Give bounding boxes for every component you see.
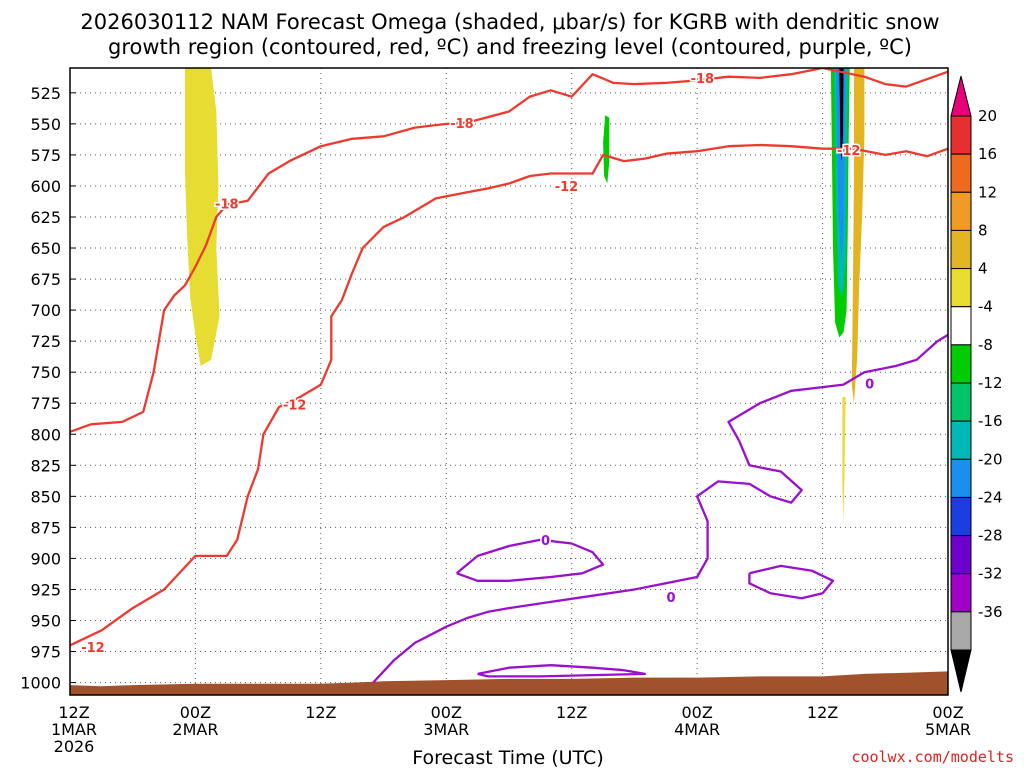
freezing-level-pocket-upper: [455, 538, 605, 582]
freezing-level-main-label-1: 0: [865, 378, 874, 393]
x-tick-label-72-line-0: 12Z: [807, 703, 838, 722]
freezing-level-pocket-lower: [477, 664, 647, 678]
y-tick-label-725: 725: [30, 332, 61, 351]
chart-title-line-1: 2026030112 NAM Forecast Omega (shaded, μ…: [80, 10, 939, 34]
y-tick-label-650: 650: [30, 239, 61, 258]
x-tick-label-0-line-1: 1MAR: [51, 720, 97, 739]
x-tick-label-0-line-0: 12Z: [58, 703, 89, 722]
colorbar-box-1: [950, 153, 972, 193]
dgz-minus12-lower-label-1: -12: [283, 399, 307, 414]
y-tick-label-950: 950: [30, 612, 61, 631]
colorbar-box-7: [950, 382, 972, 422]
colorbar-label-0: 20: [978, 107, 997, 125]
y-tick-label-850: 850: [30, 487, 61, 506]
colorbar-label-12: -32: [978, 565, 1003, 583]
y-tick-label-800: 800: [30, 425, 61, 444]
x-tick-label-84-line-0: 00Z: [932, 703, 963, 722]
y-tick-label-825: 825: [30, 456, 61, 475]
x-tick-label-36-line-0: 00Z: [431, 703, 462, 722]
colorbar-box-10: [950, 496, 972, 537]
y-tick-label-750: 750: [30, 363, 61, 382]
colorbar-box-5: [950, 306, 972, 346]
omega-strong-column-blue: [836, 68, 846, 261]
colorbar-box-11: [950, 535, 972, 575]
x-tick-label-60-line-1: 4MAR: [674, 720, 720, 739]
y-tick-label-625: 625: [30, 208, 61, 227]
y-tick-label-1000: 1000: [20, 674, 61, 693]
freezing-level-pocket-upper-label-0: 0: [541, 534, 550, 549]
omega-downward-green-streak: [603, 115, 610, 184]
dgz-minus12-lower-label-3: -12: [837, 144, 861, 159]
y-tick-label-875: 875: [30, 518, 61, 537]
colorbar-label-10: -24: [978, 488, 1003, 506]
credit-text: coolwx.com/modelts: [851, 748, 1014, 766]
y-tick-label-675: 675: [30, 270, 61, 289]
colorbar-box-0: [950, 115, 972, 155]
plot-clip-group: -18 -18 -18 -12 -12 -12 -12 0 0 0: [70, 68, 948, 695]
freezing-level-pocket-right: [748, 564, 835, 600]
dgz-minus12-lower: [70, 143, 948, 647]
y-tick-label-600: 600: [30, 177, 61, 196]
dgz-minus18-upper-label-1: -18: [450, 117, 474, 132]
colorbar-box-9: [950, 458, 972, 498]
chart-title-line-2: growth region (contoured, red, ºC) and f…: [108, 35, 912, 59]
colorbar-box-3: [950, 229, 972, 270]
colorbar: 20 16 12 8 4 -4 -8 -12 -16 -20 -24 -28 -32 -36: [950, 75, 1003, 693]
dgz-minus12-lower-label-0: -12: [81, 641, 105, 656]
omega-strong-column-core: [839, 68, 844, 162]
colorbar-box-2: [950, 191, 972, 231]
x-axis-title: Forecast Time (UTC): [412, 747, 603, 768]
colorbar-box-6: [950, 344, 972, 384]
colorbar-label-3: 8: [978, 221, 988, 239]
y-axis-tick-labels: 525 550 575 600 625 650 675 700 725 750 775 800 825 8…: [20, 84, 76, 693]
colorbar-box-12: [950, 573, 972, 613]
y-tick-label-775: 775: [30, 394, 61, 413]
x-tick-label-0-line-2: 2026: [54, 737, 95, 756]
colorbar-label-13: -36: [978, 603, 1003, 621]
x-tick-label-84-line-1: 5MAR: [925, 720, 971, 739]
freezing-level-main-label-0: 0: [666, 591, 675, 606]
y-tick-label-575: 575: [30, 146, 61, 165]
y-tick-label-525: 525: [30, 84, 61, 103]
plot-area: -18 -18 -18 -12 -12 -12 -12 0 0 0: [70, 68, 948, 695]
y-tick-label-900: 900: [30, 549, 61, 568]
colorbar-label-11: -28: [978, 527, 1003, 545]
colorbar-box-4: [950, 268, 972, 308]
x-tick-label-12-line-1: 2MAR: [172, 720, 218, 739]
colorbar-top-arrow: [950, 75, 972, 117]
colorbar-box-8: [950, 420, 972, 460]
colorbar-label-6: -8: [978, 336, 993, 354]
omega-upward-lower-streak: [842, 397, 846, 522]
omega-upward-yellow-band: [185, 68, 220, 366]
x-tick-label-24-line-0: 12Z: [305, 703, 336, 722]
colorbar-label-5: -4: [978, 298, 993, 316]
x-tick-label-36-line-1: 3MAR: [423, 720, 469, 739]
colorbar-label-7: -12: [978, 374, 1003, 392]
y-tick-label-700: 700: [30, 301, 61, 320]
y-tick-label-925: 925: [30, 580, 61, 599]
x-tick-label-48-line-0: 12Z: [556, 703, 587, 722]
dgz-minus12-lower-label-2: -12: [555, 180, 579, 195]
x-tick-label-60-line-0: 00Z: [681, 703, 712, 722]
y-tick-label-975: 975: [30, 643, 61, 662]
dgz-minus18-upper-label-2: -18: [691, 72, 715, 87]
surface-below-ground: [70, 671, 948, 695]
colorbar-label-9: -20: [978, 450, 1003, 468]
dgz-minus18-upper-label-0: -18: [215, 198, 239, 213]
x-tick-label-12-line-0: 00Z: [180, 703, 211, 722]
freezing-level-main: [372, 333, 948, 684]
colorbar-label-8: -16: [978, 412, 1003, 430]
colorbar-label-2: 12: [978, 183, 997, 201]
colorbar-label-1: 16: [978, 145, 997, 163]
omega-upward-right-band: [851, 68, 865, 404]
colorbar-label-4: 4: [978, 260, 988, 278]
colorbar-bottom-arrow: [950, 649, 972, 693]
plot-frame: [69, 67, 949, 696]
dgz-minus18-upper: [70, 68, 948, 433]
colorbar-box-13: [950, 611, 972, 651]
y-tick-label-550: 550: [30, 115, 61, 134]
